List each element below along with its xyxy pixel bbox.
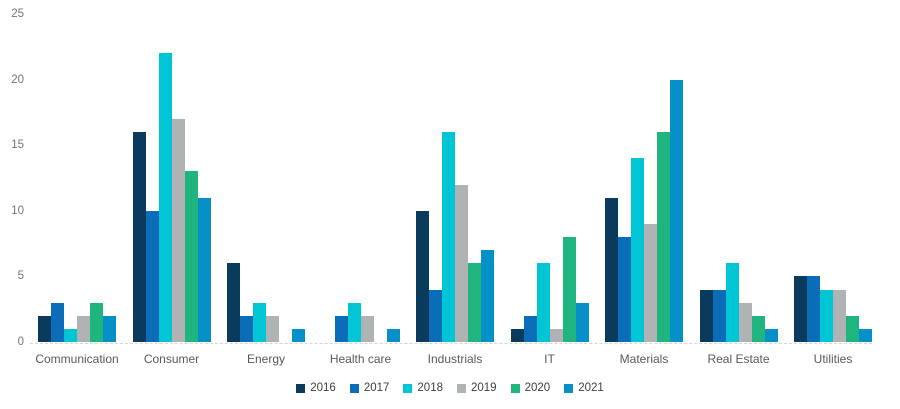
legend-swatch-2016 [296, 383, 306, 393]
bar-industrials-2017 [429, 289, 442, 342]
y-tick-label-5: 5 [17, 270, 24, 283]
bar-real-estate-2019 [738, 302, 752, 342]
x-tick-label-consumer: Consumer [143, 352, 200, 366]
y-tick-label-10: 10 [11, 204, 24, 217]
legend-item-2018: 2018 [403, 382, 443, 394]
legend-item-2021: 2021 [564, 382, 604, 394]
bar-energy-2018 [253, 302, 266, 342]
bar-it-2018 [536, 263, 550, 342]
bar-energy-2017 [240, 315, 253, 342]
x-tick-label-health-care: Health care [329, 352, 392, 366]
bar-it-2020 [562, 237, 576, 342]
bar-group-communication [38, 14, 116, 342]
legend-label-2017: 2017 [363, 382, 390, 394]
bar-consumer-2021 [197, 197, 211, 342]
bar-group-it [510, 14, 589, 342]
bar-communication-2019 [77, 315, 90, 342]
legend-swatch-2020 [510, 383, 520, 393]
bar-utilities-2016 [794, 276, 807, 342]
bar-communication-2016 [38, 315, 51, 342]
x-tick-label-energy: Energy [246, 352, 286, 366]
legend-swatch-2019 [457, 383, 466, 393]
bar-group-utilities [794, 14, 872, 342]
y-tick-label-0: 0 [17, 336, 24, 348]
x-tick-label-real-estate: Real Estate [707, 352, 770, 366]
bar-materials-2018 [631, 158, 644, 342]
y-axis: 0 5 10 15 20 25 [2, 8, 24, 348]
x-axis: Communication Consumer Energy Health care In… [35, 352, 872, 366]
y-tick-label-15: 15 [11, 139, 24, 152]
bar-industrials-2019 [455, 184, 468, 342]
bar-utilities-2018 [820, 289, 833, 342]
bar-group-real-estate [699, 14, 778, 342]
plot-area [38, 14, 872, 342]
bar-energy-2021 [292, 328, 305, 342]
bar-real-estate-2018 [725, 263, 739, 342]
x-tick-label-industrials: Industrials [427, 352, 483, 366]
bar-materials-2016 [605, 197, 618, 342]
legend-swatch-2021 [564, 383, 574, 393]
bar-health-care-2019 [360, 315, 374, 342]
bar-energy-2016 [227, 263, 240, 342]
bar-real-estate-2017 [712, 289, 726, 342]
bar-consumer-2019 [171, 118, 185, 342]
y-tick-label-20: 20 [11, 73, 24, 86]
bar-utilities-2021 [859, 328, 872, 342]
bar-health-care-2021 [386, 328, 400, 342]
bar-group-consumer [132, 14, 211, 342]
x-tick-label-materials: Materials [619, 352, 669, 366]
bar-consumer-2016 [132, 132, 146, 342]
bar-consumer-2018 [158, 53, 172, 342]
bar-utilities-2019 [833, 289, 846, 342]
bar-it-2017 [523, 315, 537, 342]
bar-industrials-2018 [442, 132, 455, 342]
legend-swatch-2017 [349, 383, 359, 393]
bar-communication-2021 [103, 315, 116, 342]
bar-health-care-2017 [334, 315, 348, 342]
bar-communication-2020 [90, 302, 103, 342]
bar-it-2019 [549, 328, 563, 342]
bar-group-health-care [322, 14, 400, 342]
bar-group-industrials [416, 14, 494, 342]
x-axis-line [30, 343, 872, 344]
legend-item-2019: 2019 [457, 382, 497, 394]
bar-materials-2017 [618, 237, 631, 342]
x-tick-label-it: IT [544, 352, 555, 366]
bar-materials-2020 [657, 132, 670, 342]
bar-group-materials [605, 14, 683, 342]
bar-communication-2017 [51, 302, 64, 342]
bar-real-estate-2020 [751, 315, 765, 342]
legend-label-2018: 2018 [417, 382, 443, 394]
legend: 2016 2017 2018 2019 2020 2021 [0, 382, 900, 394]
legend-item-2017: 2017 [349, 382, 390, 394]
legend-label-2019: 2019 [471, 382, 497, 394]
bar-industrials-2020 [468, 263, 481, 342]
bar-real-estate-2021 [764, 328, 778, 342]
bar-real-estate-2016 [699, 289, 713, 342]
bar-consumer-2017 [145, 210, 159, 342]
bar-health-care-2018 [347, 302, 361, 342]
bar-energy-2019 [266, 315, 279, 342]
bar-it-2016 [510, 328, 524, 342]
x-tick-label-utilities: Utilities [813, 352, 853, 366]
legend-label-2020: 2020 [524, 382, 551, 394]
bar-materials-2021 [670, 79, 683, 342]
bar-it-2021 [575, 302, 589, 342]
bar-consumer-2020 [184, 171, 198, 342]
y-tick-label-25: 25 [11, 8, 24, 20]
bar-industrials-2016 [416, 210, 429, 342]
bar-group-energy [227, 14, 305, 342]
legend-item-2020: 2020 [510, 382, 551, 394]
legend-item-2016: 2016 [296, 382, 336, 394]
legend-label-2016: 2016 [310, 382, 336, 394]
bar-utilities-2020 [846, 315, 859, 342]
bar-communication-2018 [64, 328, 77, 342]
bar-utilities-2017 [807, 276, 820, 342]
bar-materials-2019 [644, 223, 657, 342]
bar-industrials-2021 [481, 250, 494, 342]
x-tick-label-communication: Communication [35, 352, 119, 366]
legend-swatch-2018 [403, 383, 413, 393]
legend-label-2021: 2021 [578, 382, 604, 394]
